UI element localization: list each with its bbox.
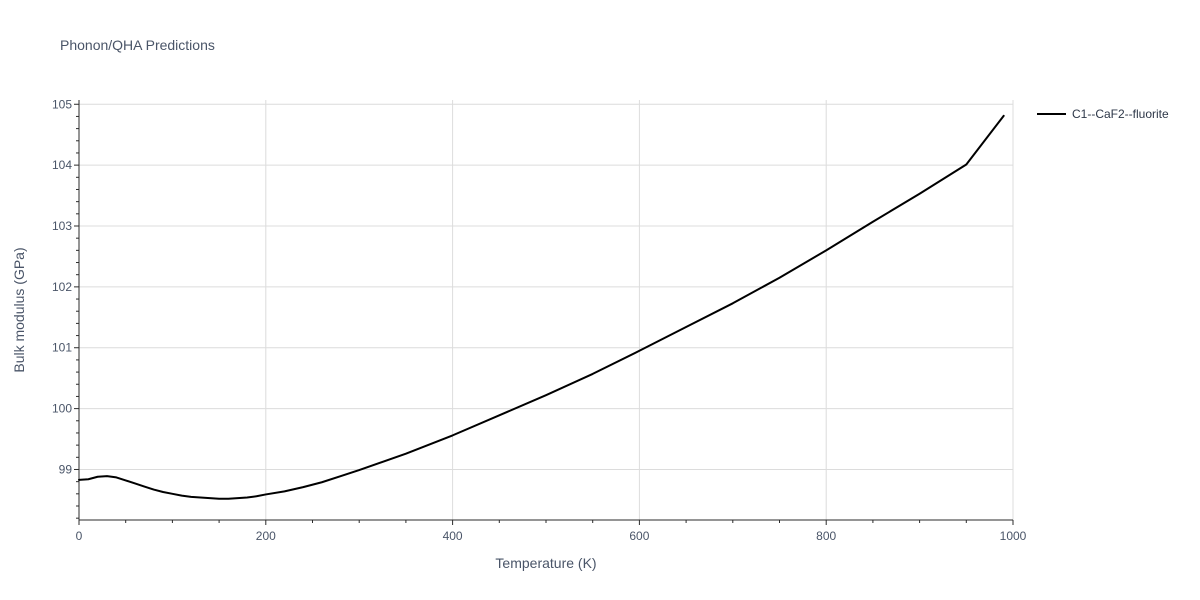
grid-lines xyxy=(79,100,1014,520)
tick-labels: 0 200 400 600 800 1000 99 100 101 102 103 104 105 xyxy=(52,97,1027,543)
legend-label: C1--CaF2--fluorite xyxy=(1072,107,1169,121)
series-layer xyxy=(78,114,1005,500)
y-tick-label: 105 xyxy=(52,97,72,111)
y-tick-label: 100 xyxy=(52,402,72,416)
x-tick-label: 200 xyxy=(256,529,276,543)
chart-title: Phonon/QHA Predictions xyxy=(60,37,215,53)
y-axis-title: Bulk modulus (GPa) xyxy=(11,247,27,372)
y-tick-label: 102 xyxy=(52,280,72,294)
series-line xyxy=(78,114,1005,500)
y-tick-label: 104 xyxy=(52,158,72,172)
x-tick-label: 800 xyxy=(816,529,836,543)
x-tick-label: 400 xyxy=(443,529,463,543)
x-tick-label: 0 xyxy=(76,529,83,543)
x-axis-title: Temperature (K) xyxy=(495,555,596,571)
major-tick-marks xyxy=(74,103,1014,525)
y-tick-label: 99 xyxy=(59,462,73,476)
x-tick-label: 1000 xyxy=(1000,529,1027,543)
x-tick-label: 600 xyxy=(629,529,649,543)
y-tick-label: 101 xyxy=(52,341,72,355)
y-tick-label: 103 xyxy=(52,219,72,233)
legend[interactable]: C1--CaF2--fluorite xyxy=(1037,107,1169,121)
